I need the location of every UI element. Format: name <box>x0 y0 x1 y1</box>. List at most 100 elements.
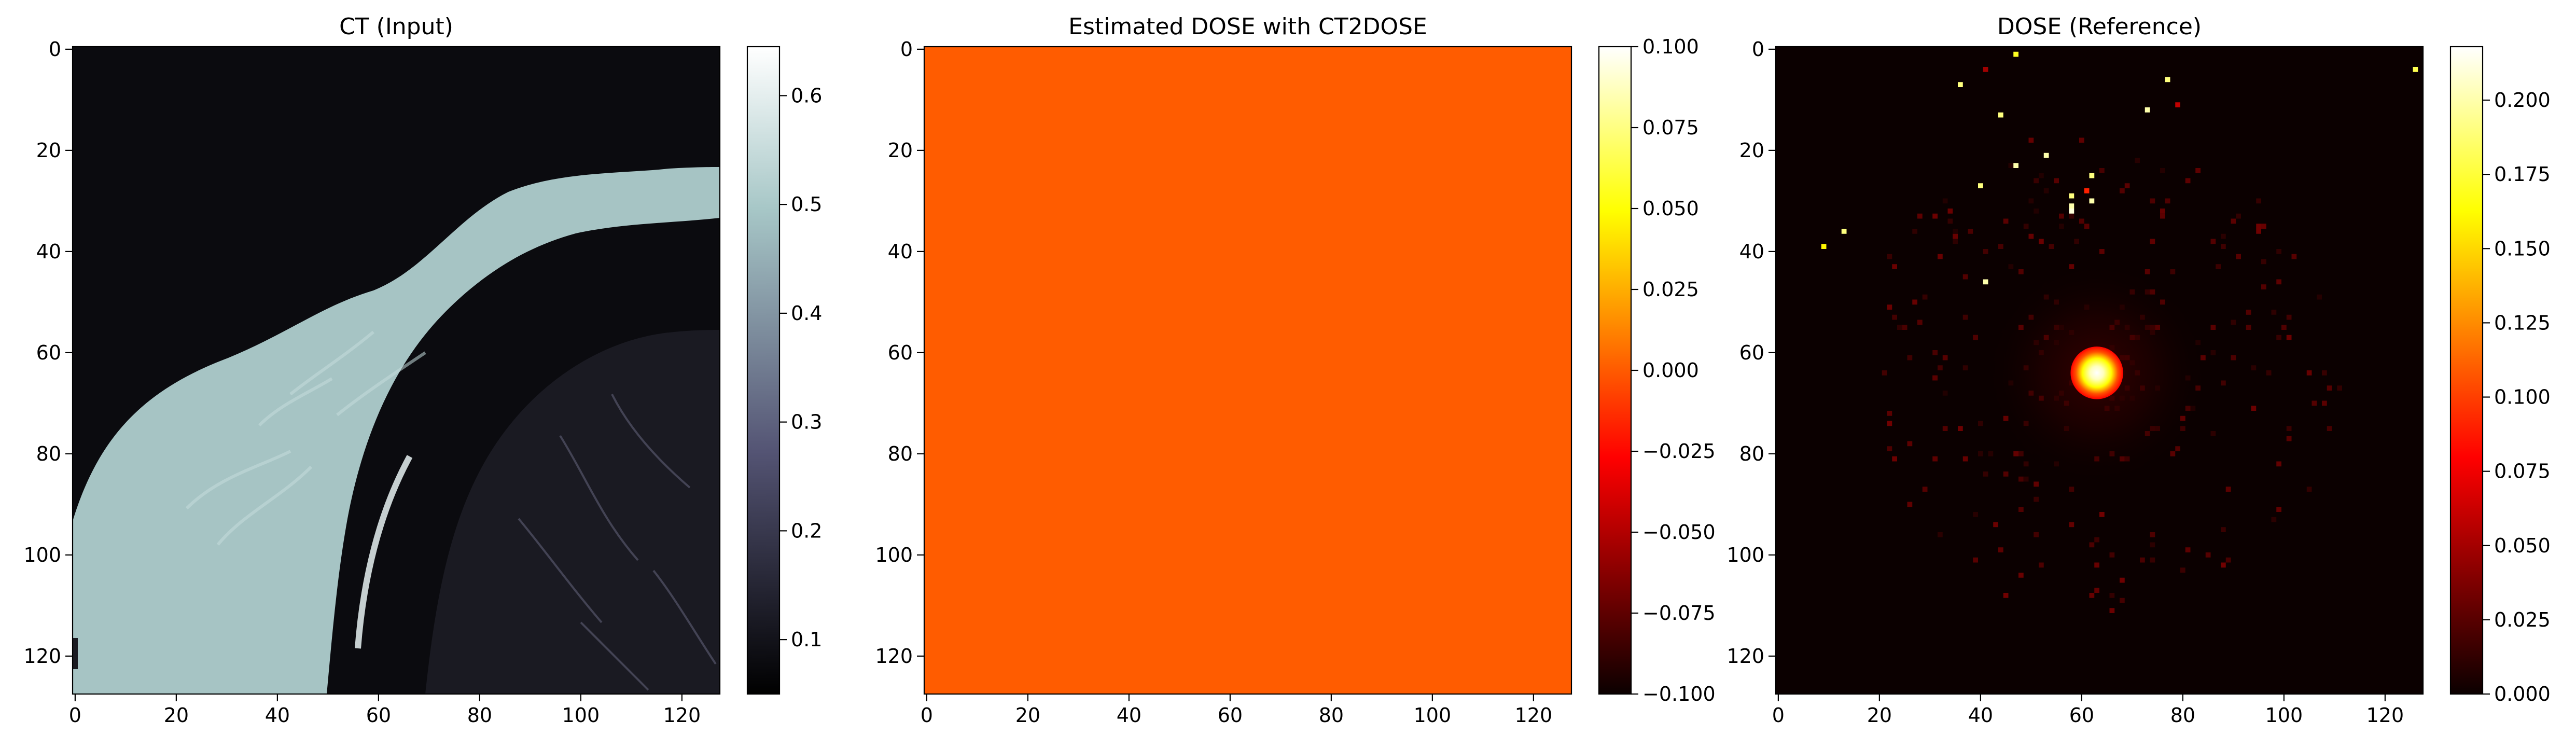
dose-noise-pixel <box>1988 451 1994 456</box>
dose-noise-pixel <box>1887 421 1892 426</box>
dose-noise-pixel <box>1938 365 1943 370</box>
dose-noise-pixel <box>1932 456 1938 462</box>
dose-noise-pixel <box>2225 557 2231 563</box>
ct-colorbar-tick-label: 0.5 <box>791 193 822 216</box>
ct-lung <box>425 330 720 694</box>
dose-noise-pixel <box>2286 436 2292 441</box>
estimated-dose-ytick-label: 0 <box>900 38 913 61</box>
dose-scatter-pixel <box>1983 279 1988 285</box>
dose-noise-pixel <box>2054 178 2059 184</box>
dose-scatter-pixel <box>2069 203 2074 209</box>
estimated-dose-ytick-label: 60 <box>888 341 913 364</box>
estimated-dose-colorbar-tick-label: −0.025 <box>1642 440 1716 463</box>
estimated-dose-xtick-label: 80 <box>1319 704 1344 727</box>
dose-noise-pixel <box>2003 593 2009 598</box>
dose-noise-pixel <box>2221 233 2226 239</box>
dose-noise-pixel <box>2261 259 2266 265</box>
estimated-dose-colorbar-tick-label: −0.075 <box>1642 602 1716 625</box>
dose-noise-pixel <box>2008 163 2014 168</box>
dose-noise-pixel <box>2195 168 2201 173</box>
dose-noise-pixel <box>1917 320 1923 325</box>
ct-axes-frame <box>72 46 721 695</box>
reference-dose-xtick-label: 60 <box>2069 704 2094 727</box>
dose-noise-pixel <box>2327 385 2332 391</box>
dose-noise-pixel <box>2231 218 2236 224</box>
dose-noise-pixel <box>2286 335 2292 340</box>
dose-noise-pixel <box>1938 254 1943 259</box>
dose-noise-pixel <box>2276 335 2281 340</box>
dose-noise-pixel <box>1958 426 1963 431</box>
dose-noise-pixel <box>2109 593 2115 598</box>
ct-lung-vessels <box>518 394 717 691</box>
dose-noise-pixel <box>2261 284 2266 289</box>
dose-noise-pixel <box>2049 244 2054 249</box>
dose-noise-pixel <box>2322 370 2327 376</box>
dose-noise-pixel <box>1907 441 1913 447</box>
dose-noise-pixel <box>2322 400 2327 406</box>
dose-noise-pixel <box>1962 314 1968 320</box>
dose-noise-pixel <box>1983 471 1988 477</box>
ct-colorbar-ticks: 0.1 0.2 0.3 0.4 0.5 0.6 <box>779 84 822 651</box>
dose-noise-pixel <box>2120 577 2125 583</box>
estimated-dose-colorbar-tick-label: 0.100 <box>1642 35 1699 58</box>
dose-scatter-pixel <box>2165 77 2170 82</box>
dose-hotspot-core <box>2070 346 2123 399</box>
dose-noise-pixel <box>2034 209 2039 214</box>
ct-colorbar: 0.1 0.2 0.3 0.4 0.5 0.6 <box>746 46 822 695</box>
dose-noise-pixel <box>2039 239 2044 244</box>
dose-noise-pixel <box>2028 233 2034 239</box>
ct-xtick-label: 20 <box>164 704 189 727</box>
ct-colorbar-tick-label: 0.3 <box>791 411 822 434</box>
dose-noise-pixel <box>2023 476 2029 482</box>
ct-colorbar-tick-label: 0.4 <box>791 302 822 325</box>
reference-dose-colorbar-tick-label: 0.000 <box>2494 683 2551 705</box>
estimated-dose-panel: Estimated DOSE with CT2DOSE 0 20 40 60 80 100… <box>875 13 1715 727</box>
dose-scatter-pixel <box>2145 107 2150 113</box>
dose-noise-pixel <box>2221 380 2226 386</box>
dose-noise-pixel <box>1887 411 1892 416</box>
dose-noise-pixel <box>1998 244 2003 249</box>
reference-dose-xtick-label: 0 <box>1772 704 1785 727</box>
estimated-dose-image <box>924 47 1571 694</box>
ct-texture <box>185 330 426 546</box>
dose-noise-pixel <box>2099 249 2105 254</box>
dose-noise-pixel <box>2140 557 2145 563</box>
dose-noise-pixel <box>1978 421 1983 426</box>
dose-noise-pixel <box>2327 426 2332 431</box>
reference-dose-panel: DOSE (Reference) 0 20 40 60 80 100 120 0 20 40 60 8… <box>1726 13 2550 727</box>
dose-noise-pixel <box>1942 355 1948 360</box>
dose-noise-pixel <box>2120 188 2125 193</box>
dose-noise-pixel <box>2160 168 2165 173</box>
estimated-dose-ticks: 0 20 40 60 80 100 120 0 20 40 60 80 100 120 <box>875 38 1552 727</box>
dose-noise-pixel <box>1983 249 1988 254</box>
ct-bone-rim <box>355 455 413 649</box>
dose-scatter-pixel <box>2013 51 2018 57</box>
dose-noise-pixel <box>1907 355 1913 360</box>
reference-dose-xtick-label: 20 <box>1867 704 1892 727</box>
dose-noise-pixel <box>2165 198 2170 204</box>
dose-noise-pixel <box>2069 213 2074 219</box>
reference-dose-ytick-label: 60 <box>1739 341 1764 364</box>
estimated-dose-ytick-label: 40 <box>888 240 913 263</box>
reference-dose-ytick-label: 120 <box>1726 645 1764 668</box>
dose-noise-pixel <box>1953 233 1958 239</box>
dose-scatter-pixel <box>2069 193 2074 199</box>
dose-noise-pixel <box>1932 350 1938 355</box>
dose-noise-pixel <box>2291 254 2297 259</box>
dose-noise-pixel <box>2246 310 2251 315</box>
estimated-dose-xtick-label: 40 <box>1117 704 1141 727</box>
dose-noise-pixel <box>2150 532 2155 537</box>
ct-title: CT (Input) <box>339 13 453 40</box>
dose-noise-pixel <box>2069 522 2074 528</box>
dose-noise-pixel <box>2205 552 2211 558</box>
reference-dose-hotspot <box>1985 261 2208 484</box>
dose-noise-pixel <box>2124 183 2130 188</box>
dose-scatter-pixel <box>1958 82 1963 87</box>
ct-xtick-label: 80 <box>467 704 492 727</box>
dose-noise-pixel <box>1917 213 1923 219</box>
dose-noise-pixel <box>2099 168 2105 173</box>
dose-noise-pixel <box>2034 532 2039 537</box>
dose-scatter-pixel <box>1983 67 1988 72</box>
dose-noise-pixel <box>2089 593 2095 598</box>
